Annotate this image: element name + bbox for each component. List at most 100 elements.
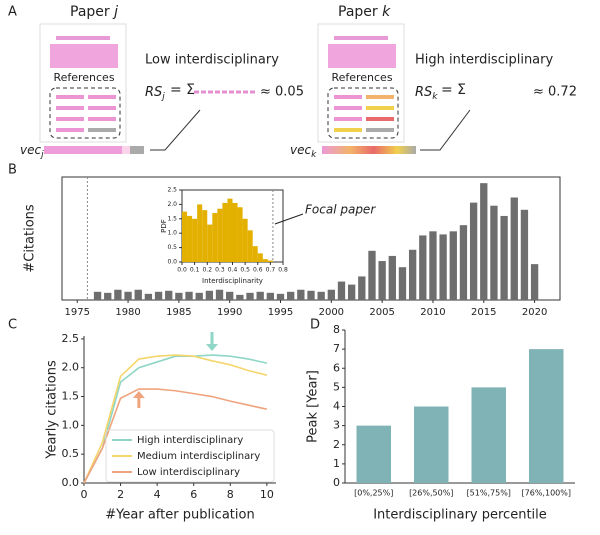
x-tick-label: 0.7 <box>266 267 276 274</box>
y-tick-label: 2.5 <box>62 332 80 345</box>
bar <box>414 406 449 483</box>
histogram-bar <box>257 253 263 262</box>
symbol: k <box>382 4 391 20</box>
x-tick-label: 8 <box>227 488 234 501</box>
bar <box>388 255 396 300</box>
x-tick-label: 0.3 <box>215 267 225 274</box>
formula-value: ≈ 0.72 <box>533 85 577 100</box>
y-tick-label: 0.5 <box>62 447 80 460</box>
rs: RS <box>145 85 162 100</box>
x-tick-label: [51%,75%] <box>467 489 511 498</box>
y-tick-label: 1 <box>333 457 340 470</box>
x-tick-label: 10 <box>260 488 274 501</box>
histogram-bar <box>247 230 253 262</box>
histogram-bar <box>232 202 238 262</box>
vec-sub: j <box>39 150 44 160</box>
bar <box>480 183 488 300</box>
histogram-bar <box>222 202 228 262</box>
paper-box <box>317 23 405 143</box>
bar <box>469 202 478 300</box>
x-tick-label: 0.1 <box>190 267 200 274</box>
vec-sub: k <box>311 150 317 160</box>
y-tick-label: 2.0 <box>167 201 177 208</box>
title-bar <box>56 36 110 40</box>
interdisc-label: High interdisciplinary <box>415 53 553 68</box>
panel-a: A Paper j References vecj Low interdisci… <box>8 4 577 160</box>
bar <box>439 234 447 300</box>
title-bar <box>334 36 388 40</box>
rs: RS <box>415 85 432 100</box>
y-tick-label: 5 <box>333 380 340 393</box>
y-axis-label: Peak [Year] <box>306 370 321 443</box>
bar <box>347 284 356 300</box>
formula: RSj <box>145 85 165 102</box>
bar <box>144 293 153 300</box>
x-tick-label: 2015 <box>471 307 496 318</box>
bar <box>429 231 437 300</box>
bar <box>256 291 264 300</box>
vec: vec <box>290 143 311 157</box>
y-tick-label: 2.0 <box>62 361 80 374</box>
abstract-block <box>50 44 118 68</box>
interdisc-label: Low interdisciplinary <box>145 53 279 68</box>
line-series <box>83 388 268 484</box>
formula-value: ≈ 0.05 <box>260 85 304 100</box>
paper: Paper <box>338 4 378 20</box>
histogram-bar <box>187 215 193 262</box>
histogram-bar <box>207 224 213 262</box>
x-tick-label: 0.4 <box>228 267 238 274</box>
bar <box>530 264 539 300</box>
x-axis-label: #Year after publication <box>105 508 254 523</box>
ref-rows <box>56 95 116 132</box>
panel-label: B <box>8 163 17 178</box>
x-axis-label: Interdisciplinary percentile <box>373 508 547 523</box>
histogram-bar <box>192 218 198 262</box>
connector <box>150 109 201 151</box>
y-tick-label: 3 <box>333 419 340 432</box>
rs-sub: j <box>160 92 165 102</box>
ref-rows <box>334 95 394 132</box>
histogram-bar <box>267 260 273 262</box>
bar <box>124 291 132 300</box>
arrow-head <box>132 391 145 398</box>
vec: vec <box>20 143 41 157</box>
bar <box>471 387 506 483</box>
legend-label: High interdisciplinary <box>137 435 243 446</box>
vec-label: vecj <box>20 143 44 160</box>
bar <box>337 281 346 300</box>
bar <box>510 197 518 300</box>
bar <box>327 289 335 300</box>
histogram-bar <box>237 207 243 262</box>
panel-label: A <box>8 5 17 20</box>
panel-label: C <box>8 318 17 333</box>
x-tick-label: 1980 <box>115 307 140 318</box>
y-tick-label: 0.5 <box>167 244 177 251</box>
abstract-block <box>328 44 396 68</box>
histogram-bar <box>212 213 218 262</box>
bar <box>459 225 468 300</box>
bar <box>287 291 295 300</box>
formula: RSk <box>415 85 438 102</box>
paper-title: Paper k <box>338 4 391 20</box>
paper-title: Paper j <box>70 4 118 20</box>
y-axis-label: #Citations <box>23 204 38 273</box>
bar <box>276 293 285 300</box>
vec-bar <box>322 146 416 154</box>
x-tick-label: [26%,50%] <box>409 489 453 498</box>
bar <box>104 292 112 300</box>
bar <box>93 291 102 300</box>
x-tick-label: 2020 <box>522 307 547 318</box>
bar <box>529 349 564 483</box>
arrow-head <box>206 344 218 351</box>
references-label: References <box>53 71 114 84</box>
y-tick-label: 4 <box>333 400 340 413</box>
histogram-bar <box>252 246 258 262</box>
formula-eq: = Σ <box>441 82 466 98</box>
refs-box <box>327 87 399 139</box>
bar <box>307 290 315 300</box>
x-tick-label: 4 <box>154 488 161 501</box>
bar <box>419 235 427 300</box>
x-tick-label: 1990 <box>217 307 242 318</box>
y-tick-label: 8 <box>333 323 340 336</box>
histogram-bar <box>197 204 203 262</box>
